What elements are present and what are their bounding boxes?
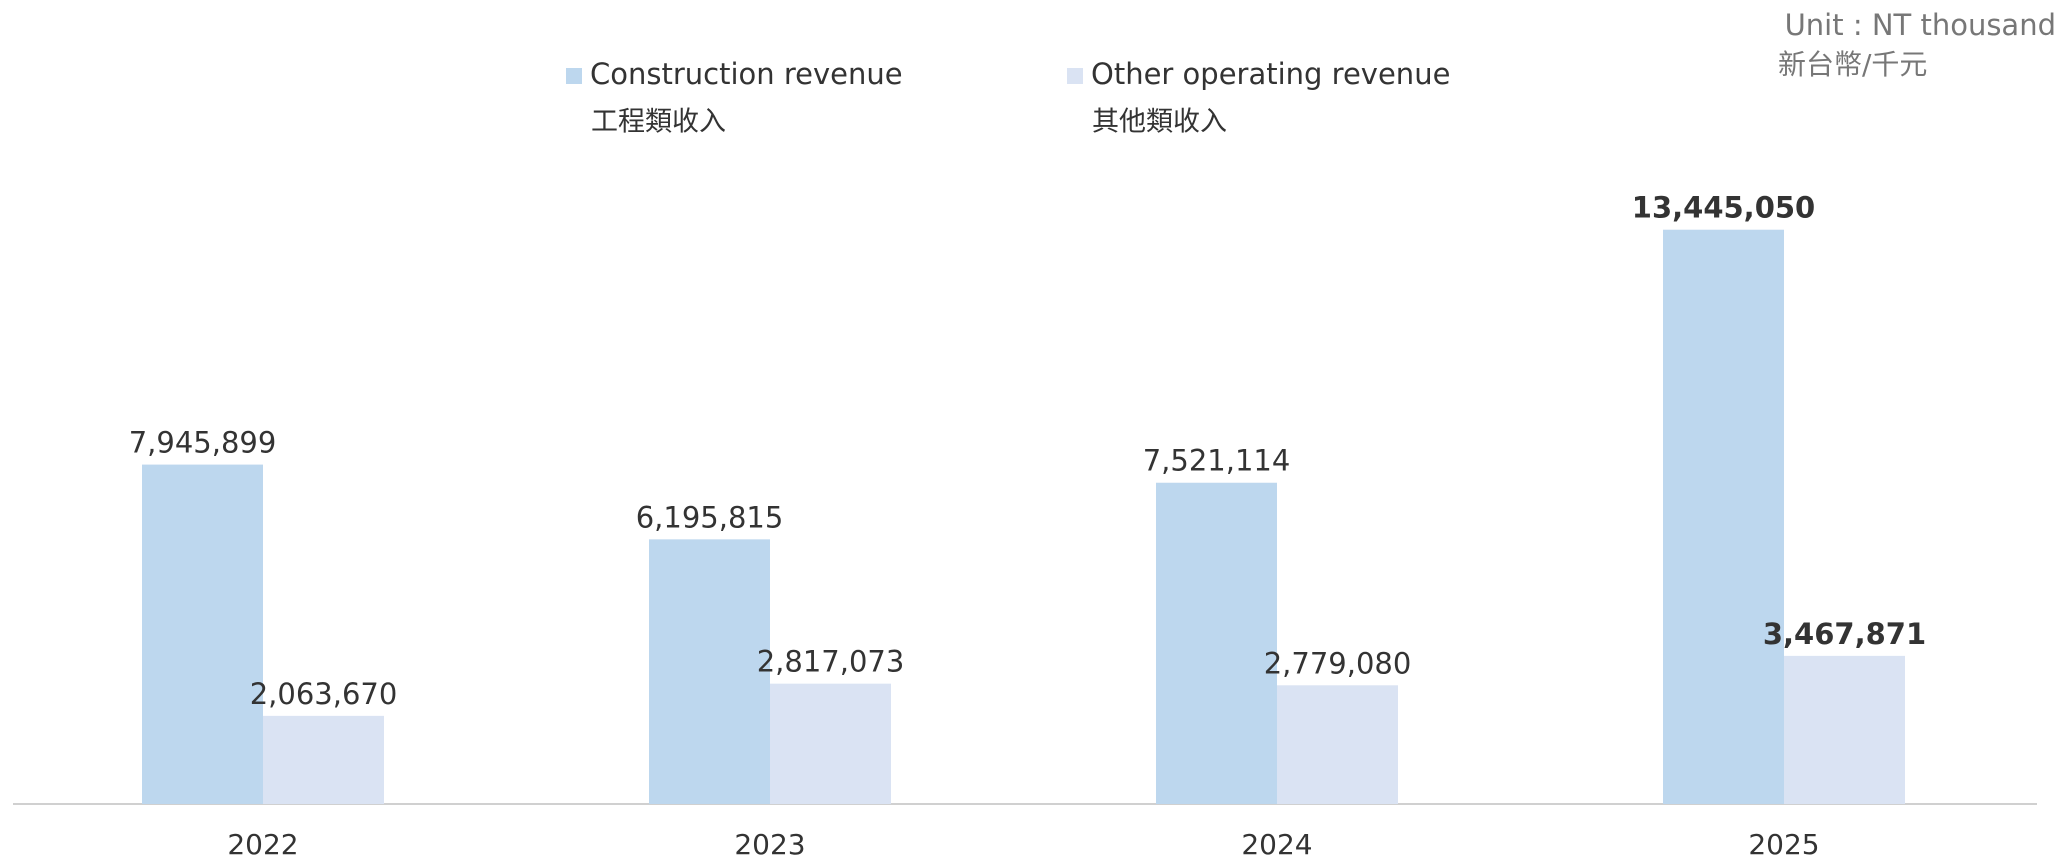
value-label: 13,445,050 xyxy=(1632,191,1815,225)
bar xyxy=(1784,655,1905,804)
bar xyxy=(649,539,770,804)
bar xyxy=(1277,685,1398,804)
value-label: 3,467,871 xyxy=(1763,617,1926,651)
value-label: 7,945,899 xyxy=(129,426,277,460)
unit-label: Unit : NT thousand xyxy=(1785,8,2056,42)
legend-label: Construction revenue xyxy=(590,57,903,91)
legend-label: 其他類收入 xyxy=(1092,107,1227,138)
bar xyxy=(142,464,263,804)
value-label: 7,521,114 xyxy=(1143,444,1291,478)
bar xyxy=(263,715,384,804)
x-tick-label: 2022 xyxy=(227,828,298,861)
bar xyxy=(1663,229,1784,805)
value-label: 2,063,670 xyxy=(250,677,398,711)
x-tick-label: 2025 xyxy=(1748,828,1819,861)
value-label: 6,195,815 xyxy=(636,500,784,534)
value-label: 2,817,073 xyxy=(757,645,905,679)
bar xyxy=(1156,482,1277,804)
x-tick-label: 2023 xyxy=(734,828,805,861)
legend-label: 工程類收入 xyxy=(591,107,726,138)
legend-label: Other operating revenue xyxy=(1091,57,1450,91)
unit-label: 新台幣/千元 xyxy=(1778,48,1927,81)
x-tick-label: 2024 xyxy=(1241,828,1312,861)
bar xyxy=(770,683,891,804)
legend-swatch xyxy=(566,68,582,84)
legend-swatch xyxy=(1067,68,1083,84)
value-label: 2,779,080 xyxy=(1264,646,1412,680)
